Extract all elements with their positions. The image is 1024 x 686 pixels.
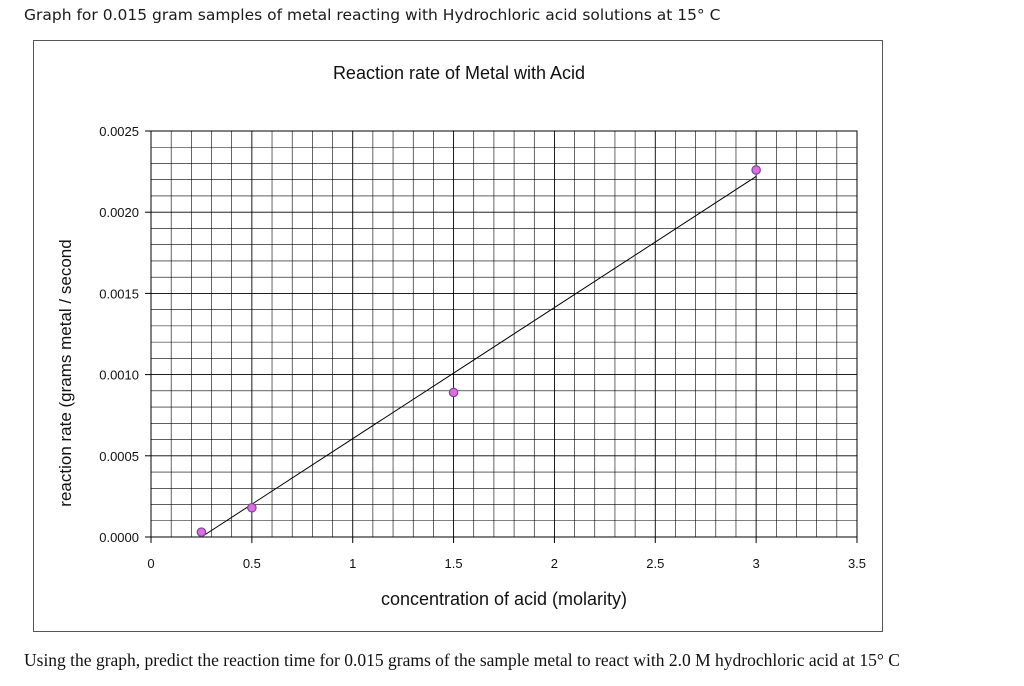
chart-trendline-group xyxy=(201,176,757,538)
x-tick-label: 2.5 xyxy=(646,556,664,571)
reaction-rate-chart: Reaction rate of Metal with Acid 0.00000… xyxy=(56,63,866,609)
chart-axes xyxy=(145,130,858,543)
x-tick-label: 2 xyxy=(551,556,558,571)
x-tick-label: 0.5 xyxy=(243,556,261,571)
trendline xyxy=(201,176,757,538)
data-point xyxy=(247,502,257,513)
y-tick-label: 0.0025 xyxy=(99,124,139,139)
question-text: Using the graph, predict the reaction ti… xyxy=(24,650,900,670)
x-tick-label: 3.5 xyxy=(848,556,866,571)
y-axis-label: reaction rate (grams metal / second xyxy=(56,239,75,506)
data-point xyxy=(751,165,761,175)
x-tick-label: 1 xyxy=(349,556,356,571)
chart-points xyxy=(196,165,761,537)
x-axis-label: concentration of acid (molarity) xyxy=(381,589,627,609)
y-tick-label: 0.0000 xyxy=(99,530,139,545)
chart-frame: Reaction rate of Metal with Acid 0.0000 0… xyxy=(33,40,883,632)
chart-tick-labels: 0.0000 0.0005 0.0010 0.0015 0.0020 0.0025 0 0.5… xyxy=(99,124,866,571)
x-tick-label: 1.5 xyxy=(445,556,463,571)
data-point xyxy=(448,387,459,398)
plot-border xyxy=(150,130,858,538)
y-tick-label: 0.0005 xyxy=(99,449,139,464)
x-tick-label: 0 xyxy=(147,556,154,571)
y-tick-label: 0.0020 xyxy=(99,205,139,220)
page-heading: Graph for 0.015 gram samples of metal re… xyxy=(24,6,721,24)
x-tick-label: 3 xyxy=(753,556,760,571)
chart-grid xyxy=(151,131,857,537)
y-tick-label: 0.0010 xyxy=(99,368,139,383)
chart-title: Reaction rate of Metal with Acid xyxy=(333,63,585,83)
y-tick-label: 0.0015 xyxy=(99,286,139,301)
data-point xyxy=(196,527,207,537)
